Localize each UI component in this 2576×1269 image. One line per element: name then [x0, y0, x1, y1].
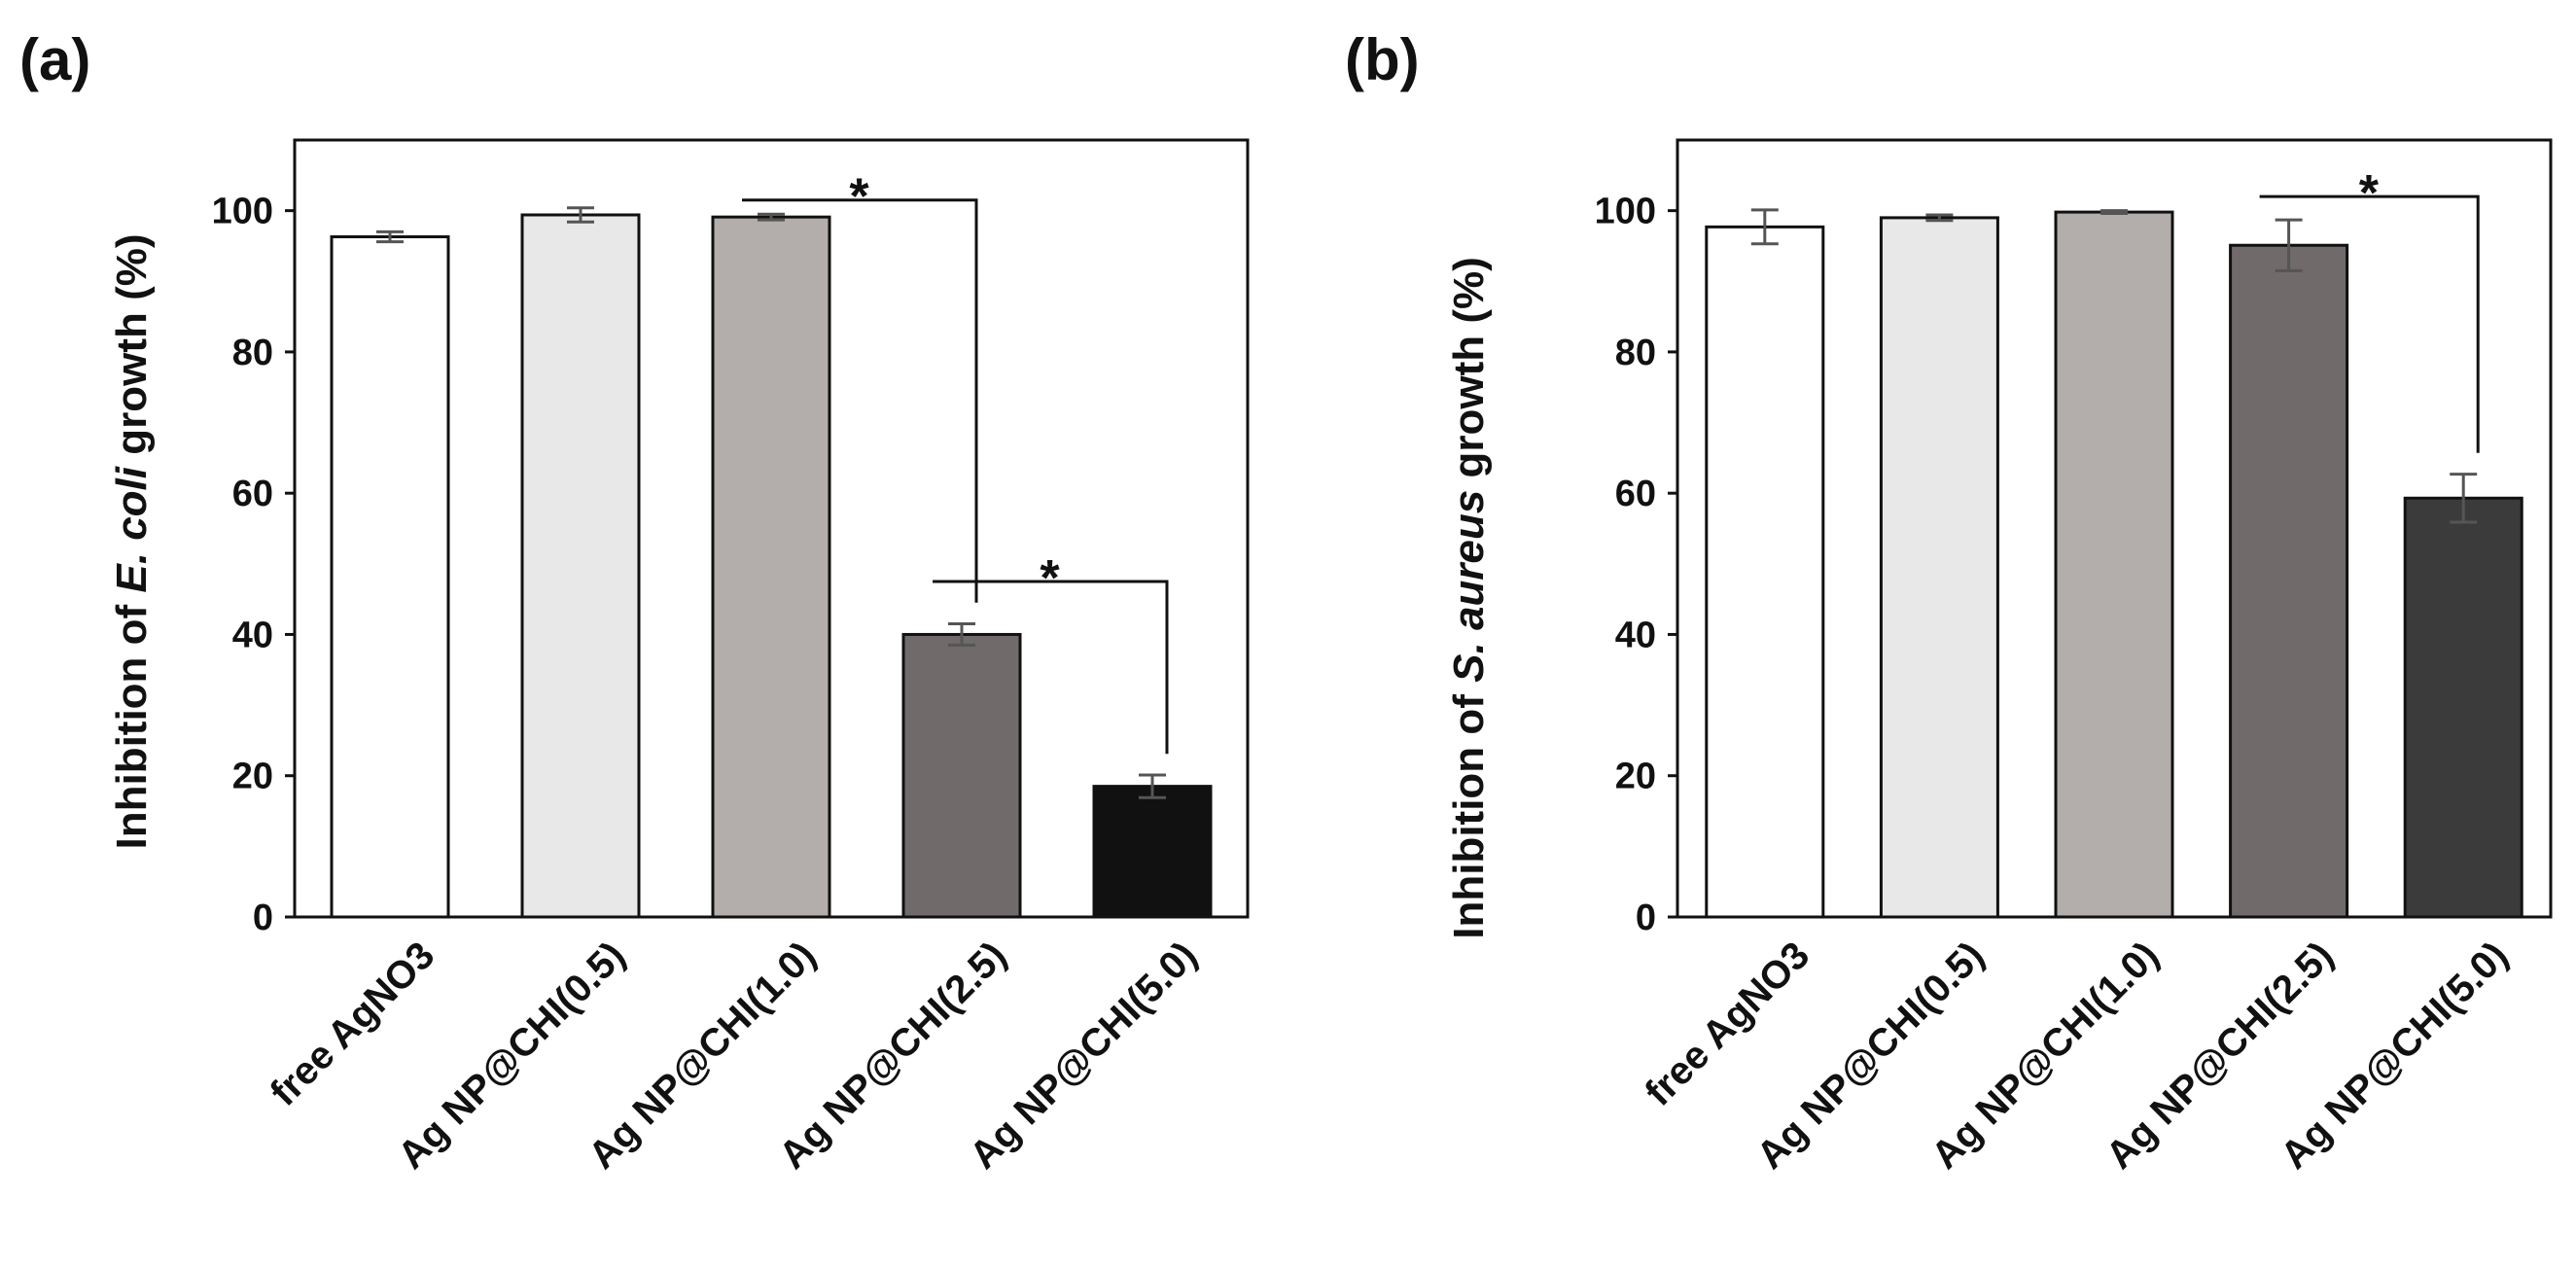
y-axis-title-species: E. coli	[108, 466, 156, 592]
significance-bracket	[742, 198, 978, 603]
bar	[2403, 496, 2523, 919]
bar	[901, 632, 1022, 919]
y-axis-title-suffix: growth (%)	[108, 233, 156, 467]
category-label: free AgNO3	[263, 934, 443, 1114]
bar	[711, 215, 831, 919]
y-tick-label: 40	[232, 615, 273, 655]
y-tick-label: 60	[232, 474, 273, 514]
significance-bracket	[2259, 194, 2480, 453]
bar	[1879, 216, 1999, 919]
y-axis-title: Inhibition of E. coli growth (%)	[108, 233, 156, 849]
category-label: free AgNO3	[1637, 934, 1817, 1114]
y-tick-label: 80	[1615, 333, 1656, 373]
y-tick-label: 40	[1615, 615, 1656, 655]
significance-star: *	[1040, 550, 1060, 607]
y-tick-label: 20	[1615, 757, 1656, 797]
y-tick-label: 20	[232, 757, 273, 797]
y-tick-label: 100	[1595, 192, 1656, 232]
y-tick-label: 0	[253, 898, 273, 938]
bar	[330, 235, 450, 919]
significance-star: *	[2359, 165, 2380, 222]
y-axis-title-prefix: Inhibition of	[1445, 683, 1493, 939]
y-axis-title-suffix: growth (%)	[1445, 257, 1493, 490]
significance-star: *	[849, 169, 869, 226]
significance-bracket	[933, 580, 1169, 755]
y-tick-label: 0	[1636, 898, 1656, 938]
y-tick-label: 60	[1615, 474, 1656, 514]
bar	[1092, 785, 1213, 919]
panel-label-a: (a)	[19, 27, 90, 92]
y-axis-title-species: S. aureus	[1445, 490, 1493, 683]
bar	[520, 213, 641, 919]
bar	[2229, 243, 2349, 919]
bar	[1705, 225, 1825, 919]
y-tick-label: 80	[232, 333, 273, 373]
bar	[2054, 210, 2174, 919]
y-axis-title-prefix: Inhibition of	[108, 593, 156, 850]
y-axis-title: Inhibition of S. aureus growth (%)	[1445, 257, 1493, 939]
y-tick-label: 100	[212, 192, 273, 232]
panel-label-b: (b)	[1345, 27, 1420, 92]
